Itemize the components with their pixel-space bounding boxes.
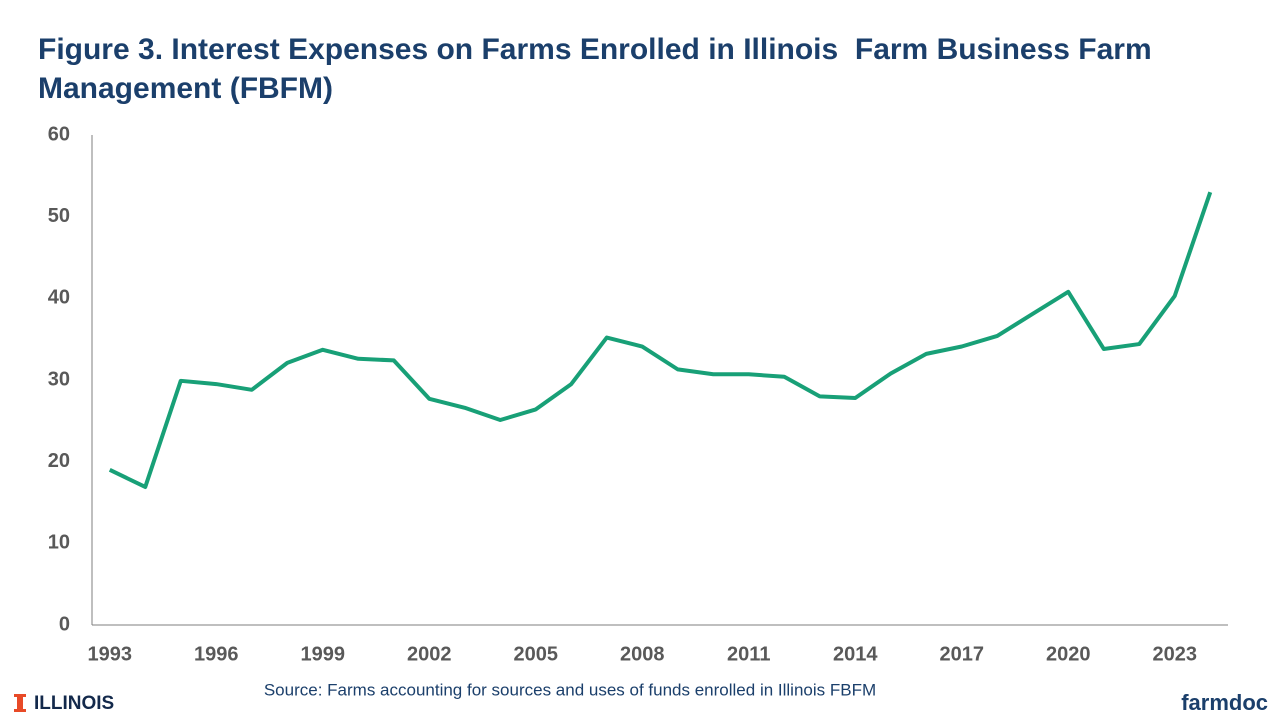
farmdoc-logo: farmdoc [1181,690,1268,715]
y-tick-label: 40 [48,287,70,309]
illinois-logo: ILLINOIS [14,693,114,714]
x-tick-label: 1996 [194,643,239,665]
x-tick-label: 2002 [407,643,452,665]
x-tick-label: 2008 [620,643,665,665]
x-tick-label: 2011 [727,643,770,665]
y-tick-label: 20 [48,450,70,472]
y-tick-label: 60 [48,123,70,145]
x-tick-label: 2005 [514,643,559,665]
y-tick-label: 10 [48,532,70,554]
x-tick-label: 1999 [301,643,346,665]
logo-text: ILLINOIS [34,693,114,714]
chart-title: Figure 3. Interest Expenses on Farms Enr… [38,33,1160,105]
source-note: Source: Farms accounting for sources and… [264,680,876,699]
x-tick-label: 2023 [1153,643,1198,665]
x-tick-label: 1993 [88,643,133,665]
x-tick-label: 2017 [940,643,985,665]
y-tick-label: 0 [59,613,70,635]
x-tick-label: 2014 [833,643,878,665]
logo-icon [17,694,23,712]
y-tick-label: 30 [48,368,70,390]
data-line [108,191,1213,489]
y-tick-label: 50 [48,205,70,227]
logo-icon [14,709,26,712]
x-tick-label: 2020 [1046,643,1091,665]
